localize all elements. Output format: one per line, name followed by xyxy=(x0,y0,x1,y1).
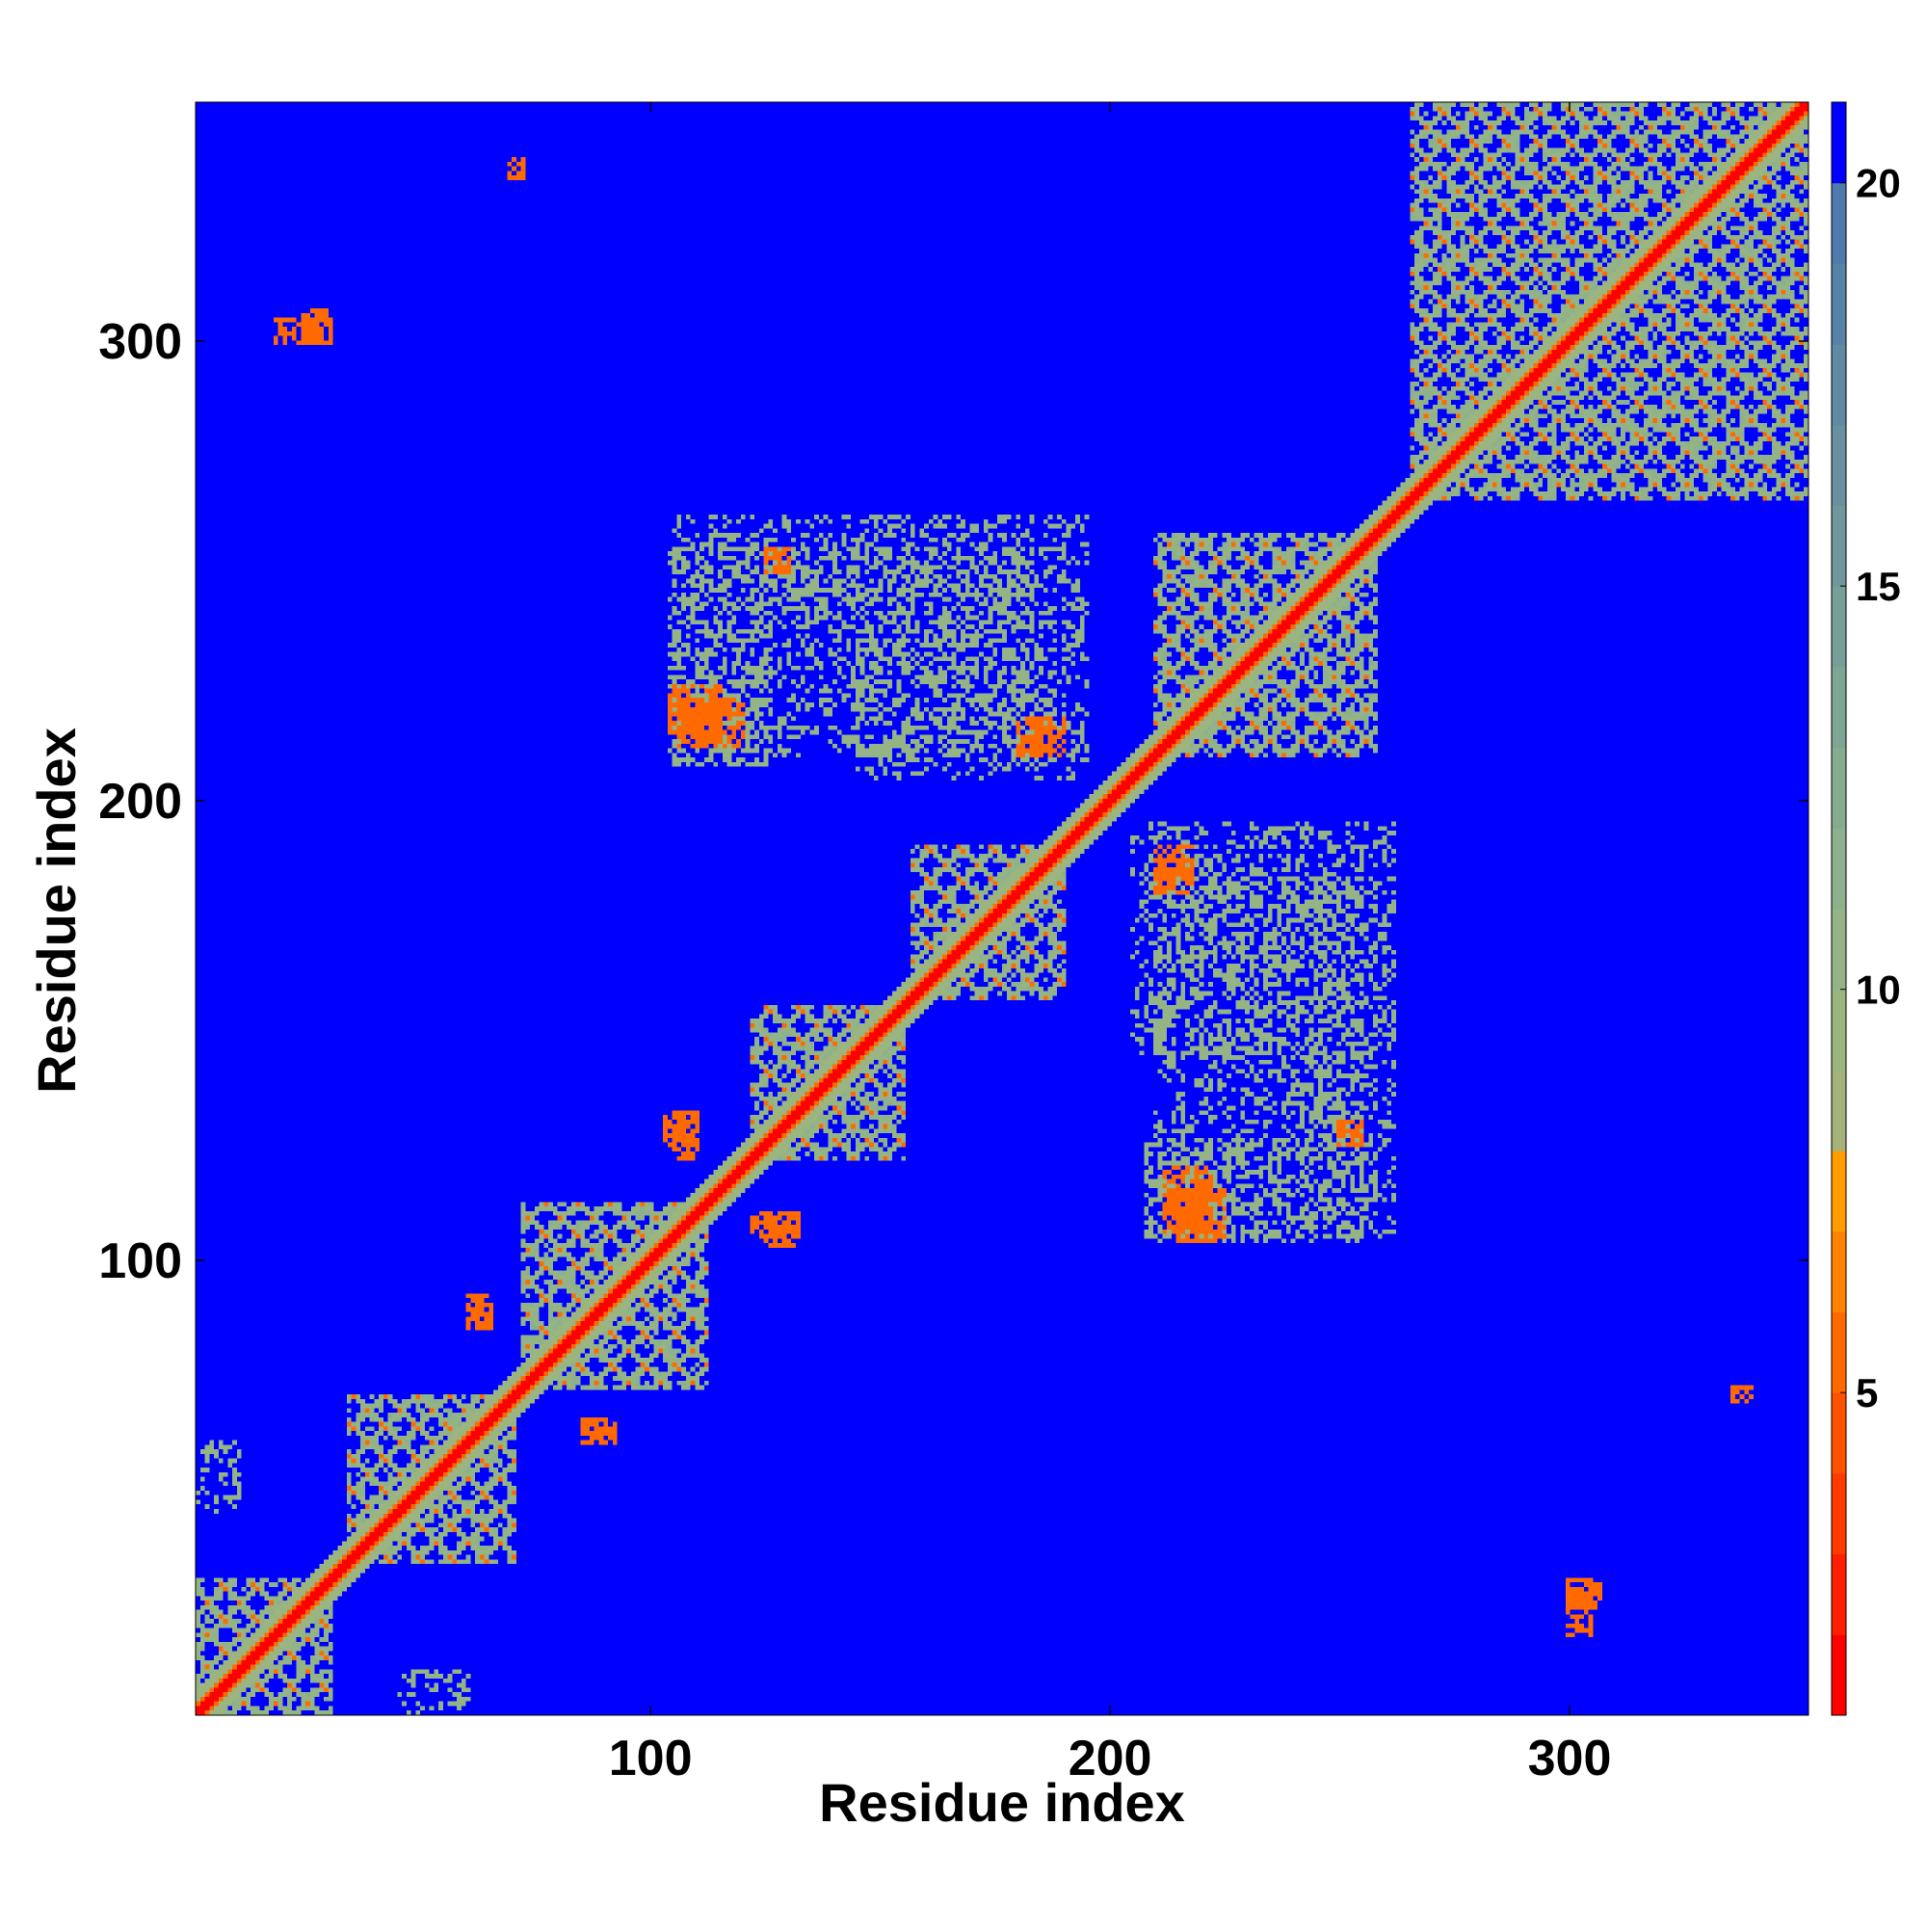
colorbar-segment xyxy=(1832,1472,1846,1555)
colorbar-tick-label: 5 xyxy=(1856,1370,1878,1416)
colorbar-segment xyxy=(1832,1070,1846,1151)
colorbar-segment xyxy=(1832,666,1846,749)
y-axis: 100 200 300 xyxy=(98,314,1808,1289)
colorbar-segment xyxy=(1832,1311,1846,1393)
colorbar-frame xyxy=(1831,101,1847,1716)
colorbar: 5 10 15 20 xyxy=(1831,101,1901,1716)
colorbar-segment xyxy=(1832,344,1846,426)
colorbar-segment xyxy=(1832,1553,1846,1635)
colorbar-tick-label: 15 xyxy=(1856,564,1901,609)
x-tick-label: 200 xyxy=(1069,1731,1152,1786)
x-axis-title: Residue index xyxy=(819,1772,1185,1833)
y-axis-title: Residue index xyxy=(26,728,87,1094)
heatmap-cells xyxy=(196,102,1808,1715)
colorbar-segment xyxy=(1832,828,1846,910)
x-tick-label: 100 xyxy=(609,1731,693,1786)
colorbar-segment xyxy=(1832,1231,1846,1312)
colorbar-segment xyxy=(1832,102,1846,184)
colorbar-segment xyxy=(1832,586,1846,668)
colorbar-tick-label: 10 xyxy=(1856,967,1901,1013)
colorbar-tick-label: 20 xyxy=(1856,161,1901,206)
plot-frame xyxy=(195,101,1809,1716)
heatmap-area xyxy=(195,101,1809,1716)
x-tick-label: 300 xyxy=(1528,1731,1612,1786)
colorbar-segment xyxy=(1832,989,1846,1071)
y-tick-label: 200 xyxy=(98,774,182,830)
colorbar-segment xyxy=(1832,1392,1846,1474)
colorbar-segment xyxy=(1832,1634,1846,1716)
colorbar-segment xyxy=(1832,1151,1846,1232)
colorbar-segment xyxy=(1832,909,1846,991)
colorbar-segment xyxy=(1832,747,1846,829)
y-tick-label: 300 xyxy=(98,314,182,370)
colorbar-segment xyxy=(1832,263,1846,345)
x-axis: 100 200 300 xyxy=(609,102,1612,1786)
y-tick-label: 100 xyxy=(98,1233,182,1289)
colorbar-segment xyxy=(1832,505,1846,587)
colorbar-segment xyxy=(1832,182,1846,264)
colorbar-segment xyxy=(1832,424,1846,506)
